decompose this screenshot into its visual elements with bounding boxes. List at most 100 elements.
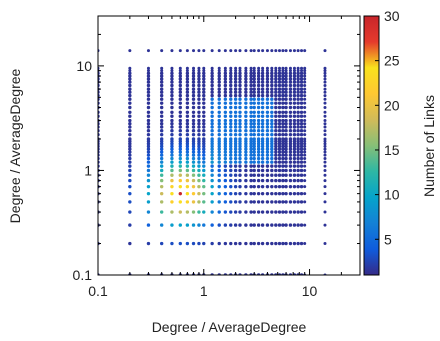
scatter-point xyxy=(323,223,327,227)
scatter-point xyxy=(185,223,190,227)
scatter-point xyxy=(128,139,132,143)
scatter-point xyxy=(210,142,214,146)
scatter-point xyxy=(252,132,256,137)
scatter-point xyxy=(270,142,274,146)
scatter-point xyxy=(244,184,248,189)
scatter-point xyxy=(265,74,270,78)
scatter-point xyxy=(249,69,253,73)
scatter-point xyxy=(197,139,201,143)
scatter-point xyxy=(229,101,233,105)
scatter-point xyxy=(191,142,196,146)
scatter-point xyxy=(281,144,285,149)
scatter-point xyxy=(229,128,233,133)
scatter-point xyxy=(217,83,221,88)
scatter-point xyxy=(265,173,270,177)
scatter-point xyxy=(284,142,288,146)
scatter-point xyxy=(146,69,150,73)
scatter-point xyxy=(191,200,196,204)
scatter-point xyxy=(223,71,228,75)
scatter-point xyxy=(260,156,265,161)
scatter-point xyxy=(223,132,228,137)
scatter-point xyxy=(323,94,327,98)
scatter-point xyxy=(256,125,261,129)
scatter-point xyxy=(178,178,182,183)
scatter-point xyxy=(160,69,164,73)
scatter-point xyxy=(244,147,248,151)
scatter-point xyxy=(238,97,242,101)
scatter-point xyxy=(185,173,190,177)
scatter-point xyxy=(296,66,300,70)
scatter-point xyxy=(256,77,261,81)
scatter-point xyxy=(210,128,214,133)
scatter-point xyxy=(323,87,327,91)
scatter-point xyxy=(202,137,206,141)
scatter-point xyxy=(146,156,151,161)
scatter-point xyxy=(252,191,256,196)
scatter-point xyxy=(284,114,288,118)
scatter-point xyxy=(244,191,248,196)
scatter-point xyxy=(249,150,253,154)
scatter-point xyxy=(265,137,270,141)
scatter-point xyxy=(229,93,233,98)
scatter-point xyxy=(223,66,227,70)
scatter-point xyxy=(178,132,182,137)
scatter-point xyxy=(284,210,288,214)
scatter-point xyxy=(185,49,189,53)
scatter-point xyxy=(288,147,293,151)
scatter-point xyxy=(178,153,182,157)
scatter-point xyxy=(281,101,285,105)
scatter-point xyxy=(303,110,307,114)
scatter-point xyxy=(197,128,201,133)
scatter-point xyxy=(252,101,256,105)
scatter-point xyxy=(274,118,278,123)
scatter-point xyxy=(159,137,164,141)
scatter-point xyxy=(265,168,270,173)
scatter-point xyxy=(210,118,214,123)
scatter-point xyxy=(299,74,304,78)
scatter-point xyxy=(178,114,182,118)
scatter-point xyxy=(178,83,182,88)
scatter-point xyxy=(292,97,297,101)
scatter-point xyxy=(210,87,214,91)
scatter-point xyxy=(256,90,261,94)
scatter-point xyxy=(210,66,214,70)
scatter-point xyxy=(210,105,214,110)
scatter-point xyxy=(288,241,293,246)
scatter-point xyxy=(170,71,174,75)
scatter-point xyxy=(292,142,297,146)
scatter-point xyxy=(238,66,242,70)
scatter-point xyxy=(223,168,228,173)
scatter-point xyxy=(284,121,288,126)
scatter-point xyxy=(270,200,274,204)
scatter-point xyxy=(303,71,307,75)
scatter-point xyxy=(202,80,206,84)
scatter-point xyxy=(197,97,201,101)
scatter-point xyxy=(296,210,300,214)
scatter-point xyxy=(170,83,174,88)
scatter-point xyxy=(170,200,174,204)
scatter-point xyxy=(217,105,221,110)
scatter-point xyxy=(303,119,307,123)
scatter-point xyxy=(244,164,248,168)
scatter-point xyxy=(238,173,242,177)
scatter-point xyxy=(303,97,307,101)
scatter-point xyxy=(260,153,265,157)
scatter-point xyxy=(265,77,270,81)
scatter-point xyxy=(191,147,196,151)
scatter-point xyxy=(191,210,196,214)
scatter-point xyxy=(260,210,265,214)
scatter-point xyxy=(252,128,256,133)
scatter-point xyxy=(223,69,227,73)
scatter-point xyxy=(288,66,292,70)
scatter-point xyxy=(223,184,228,189)
scatter-point xyxy=(265,125,270,129)
scatter-point xyxy=(159,156,164,161)
scatter-point xyxy=(128,114,132,118)
scatter-point xyxy=(257,49,261,53)
scatter-point xyxy=(260,77,265,81)
scatter-point xyxy=(178,121,182,126)
scatter-point xyxy=(202,66,206,70)
scatter-point xyxy=(303,144,307,148)
scatter-point xyxy=(238,71,242,75)
scatter-point xyxy=(292,153,297,157)
